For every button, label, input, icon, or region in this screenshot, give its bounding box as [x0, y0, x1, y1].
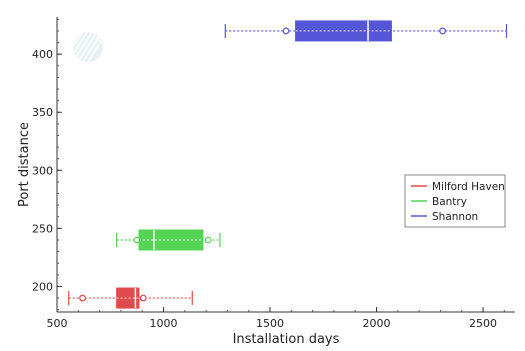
point-marker	[133, 236, 141, 244]
point-marker	[79, 294, 86, 302]
watermark-stripe	[67, 31, 88, 63]
legend-label: Bantry	[432, 196, 467, 208]
legend-label: Milford Haven	[432, 181, 505, 193]
x-axis-title: Installation days	[233, 332, 340, 347]
x-tick-label: 2500	[469, 317, 497, 330]
watermark-stripe	[77, 31, 98, 63]
watermark-stripe	[82, 31, 103, 63]
box-series-group	[68, 20, 508, 309]
point-marker	[282, 27, 290, 35]
legend: Milford Haven Bantry Shannon	[404, 174, 506, 228]
watermark-stripe	[57, 31, 78, 63]
x-tick-label: 2000	[363, 317, 391, 330]
watermark-stripe	[72, 31, 93, 63]
point-marker	[204, 236, 212, 244]
point-marker	[139, 294, 147, 302]
legend-label: Shannon	[432, 211, 478, 223]
watermark-stripe	[62, 31, 83, 63]
y-tick-label: 300	[32, 164, 53, 177]
point-marker	[439, 27, 446, 35]
watermark-logo-icon	[57, 31, 108, 63]
x-tick-label: 500	[47, 317, 68, 330]
box-bantry	[116, 229, 221, 251]
axes: 500 1000 1500 2000 2500 200 250 300 350 400 Instal…	[17, 17, 515, 347]
x-tick-label: 1500	[256, 317, 284, 330]
y-axis-title: Port distance	[17, 122, 32, 207]
x-tick-label: 1000	[150, 317, 178, 330]
y-tick-label: 200	[32, 280, 53, 293]
box-milford-haven	[68, 287, 193, 309]
y-tick-label: 400	[32, 48, 53, 61]
box-shannon	[224, 20, 508, 42]
y-tick-label: 250	[32, 222, 53, 235]
watermark-stripe	[87, 31, 108, 63]
y-tick-label: 350	[32, 106, 53, 119]
